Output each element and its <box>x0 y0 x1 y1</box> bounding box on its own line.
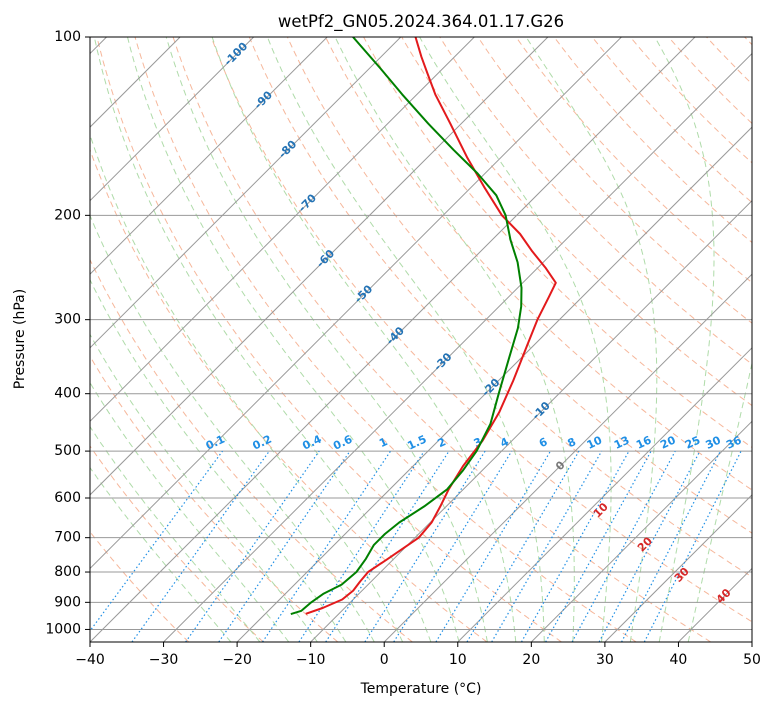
mixing-ratio-line <box>185 450 320 642</box>
moist-adiabat <box>419 37 612 642</box>
x-tick-label: −30 <box>149 652 179 668</box>
y-tick-label: 400 <box>54 386 81 402</box>
isotherm-line <box>163 52 752 642</box>
moist-adiabat <box>165 37 488 642</box>
x-tick-label: 30 <box>596 652 614 668</box>
moist-adiabat <box>90 466 232 642</box>
x-tick-label: 50 <box>743 652 761 668</box>
y-axis-title: Pressure (hPa) <box>12 289 28 389</box>
background-lines <box>90 37 752 642</box>
x-tick-label: 10 <box>449 652 467 668</box>
mixing-ratio-line <box>435 450 551 642</box>
dry-adiabat <box>90 355 339 642</box>
isotherm-line <box>383 273 752 642</box>
isotherm-line <box>90 37 255 202</box>
mixing-ratio-line <box>571 450 676 642</box>
y-tick-label: 300 <box>54 312 81 328</box>
mixing-ratio-line <box>466 450 580 642</box>
moist-adiabat <box>90 381 290 642</box>
plot-frame <box>89 36 753 643</box>
x-tick-label: −40 <box>75 652 105 668</box>
profile-lines <box>290 37 557 616</box>
y-tick-label: 200 <box>54 207 81 223</box>
chart-title: wetPf2_GN05.2024.364.01.17.G26 <box>278 12 564 32</box>
dry-adiabat <box>172 37 712 642</box>
y-tick-label: 700 <box>54 530 81 546</box>
axis-ticks: −40 −30 −20 −10 0 10 20 30 40 50 100 200 300 400 500 60… <box>45 29 761 668</box>
mixing-ratio-label: 10 <box>585 433 605 451</box>
y-tick-label: 900 <box>54 594 81 610</box>
moist-adiabat <box>90 425 261 642</box>
mixing-ratio-line <box>364 450 486 642</box>
dewpoint-line <box>290 37 523 616</box>
isotherm-line <box>604 494 752 642</box>
dry-adiabat <box>210 37 752 623</box>
isotherm-line <box>90 37 402 349</box>
moist-adiabat <box>654 37 715 642</box>
mixing-ratio-line <box>218 450 351 642</box>
y-tick-label: 500 <box>54 443 81 459</box>
x-tick-label: 20 <box>522 652 540 668</box>
dry-adiabat <box>90 258 413 642</box>
dry-adiabat <box>90 445 264 642</box>
dry-adiabat <box>96 37 562 642</box>
y-tick-label: 100 <box>54 29 81 45</box>
x-tick-label: −10 <box>296 652 326 668</box>
moist-adiabat <box>687 360 752 642</box>
y-tick-label: 1000 <box>45 621 81 637</box>
moist-adiabat <box>127 37 460 642</box>
isotherm-line <box>90 37 328 275</box>
isotherm-line <box>310 199 752 642</box>
moist-adiabat <box>525 37 658 642</box>
x-tick-label: −20 <box>222 652 252 668</box>
isotherm-line <box>90 37 622 570</box>
mixing-ratio-line <box>393 450 513 642</box>
x-tick-label: 0 <box>380 652 389 668</box>
moist-adiabat <box>90 333 318 642</box>
mixing-ratio-line <box>325 450 450 642</box>
dry-adiabat <box>325 37 752 491</box>
isotherm-line <box>236 126 752 642</box>
y-tick-label: 600 <box>54 490 81 506</box>
mixing-ratio-label: 30 <box>703 433 723 451</box>
x-axis-title: Temperature (°C) <box>360 681 482 697</box>
mixing-ratio-label: 25 <box>683 434 702 452</box>
mixing-ratio-label: 36 <box>724 433 744 451</box>
dry-adiabat <box>248 37 752 578</box>
y-tick-label: 800 <box>54 564 81 580</box>
isotherm-line <box>457 347 752 642</box>
moist-adiabat <box>266 37 545 642</box>
moist-adiabat <box>90 278 347 642</box>
moist-adiabat <box>93 37 432 642</box>
dry-adiabat <box>286 37 752 534</box>
mixing-ratio-label: 20 <box>658 433 678 451</box>
temperature-line <box>305 37 557 615</box>
x-tick-label: 40 <box>670 652 688 668</box>
isotherm-line <box>90 37 549 496</box>
mixing-ratio-line <box>491 450 603 642</box>
isotherm-line <box>530 420 752 642</box>
isotherm-line <box>90 37 475 423</box>
mixing-ratio-label: 13 <box>612 434 631 452</box>
isotherm-line <box>90 37 696 642</box>
mixing-ratio-line <box>545 450 652 642</box>
mixing-ratio-line <box>520 450 630 642</box>
mixing-ratio-label: 16 <box>634 433 654 451</box>
